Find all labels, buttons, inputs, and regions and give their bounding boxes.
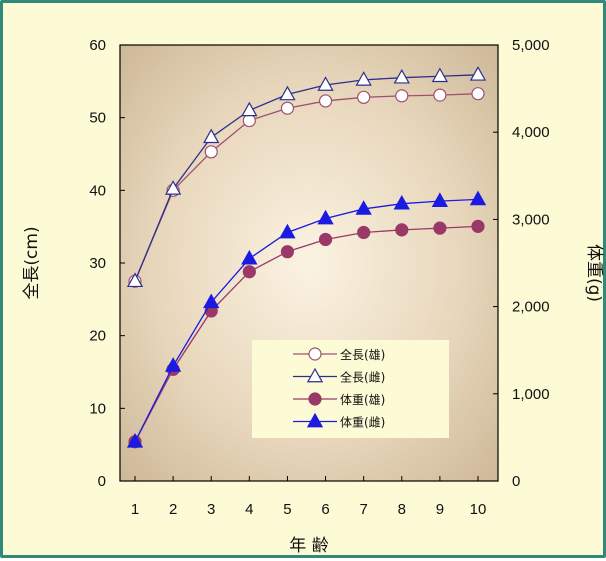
y-left-tick-label: 10: [89, 400, 106, 417]
data-point: [126, 433, 144, 448]
data-point: [471, 219, 485, 233]
y-right-tick-label: 5,000: [512, 37, 550, 54]
data-point: [357, 90, 371, 104]
series-line: [134, 225, 479, 443]
data-point: [164, 180, 182, 195]
data-point: [469, 190, 487, 206]
data-point: [393, 68, 410, 84]
data-point: [355, 200, 372, 215]
legend-label: 体重(雄): [340, 392, 385, 407]
x-axis-title: 年 齢: [289, 536, 328, 556]
y-left-tick-label: 60: [89, 37, 106, 54]
series-line: [134, 198, 479, 443]
series-line: [134, 93, 479, 282]
x-tick-label: 3: [207, 501, 215, 518]
y-right-tick-label: 4,000: [512, 124, 550, 141]
y-left-tick-label: 40: [89, 182, 106, 199]
data-point: [318, 94, 333, 108]
data-point: [395, 223, 409, 237]
data-point: [242, 265, 256, 279]
data-point: [280, 245, 295, 259]
data-point: [279, 85, 296, 101]
data-point: [126, 272, 144, 288]
x-tick-label: 5: [283, 501, 291, 518]
data-point: [433, 221, 447, 235]
data-point: [279, 223, 296, 239]
x-tick-label: 1: [131, 501, 139, 518]
data-point: [204, 145, 218, 159]
data-point: [355, 71, 372, 86]
legend-item: 全長(雌): [293, 367, 385, 385]
x-tick-label: 2: [169, 501, 177, 518]
data-point: [203, 128, 220, 144]
x-tick-label: 6: [321, 501, 329, 518]
legend-label: 全長(雄): [340, 347, 385, 362]
data-point: [469, 66, 487, 81]
x-tick-label: 9: [436, 501, 444, 518]
legend-marker: [308, 347, 322, 361]
legend-label: 体重(雌): [340, 415, 385, 430]
data-point: [393, 194, 410, 210]
legend-background: [252, 340, 449, 438]
legend-item: 全長(雄): [293, 347, 385, 362]
y-axis-left-title: 全長(cm): [22, 226, 42, 299]
series-line: [134, 74, 479, 282]
data-point: [431, 67, 449, 83]
data-point: [242, 113, 256, 128]
x-tick-label: 8: [398, 501, 406, 518]
x-tick-label: 7: [359, 501, 367, 518]
series-2: [126, 66, 487, 288]
data-point: [203, 293, 220, 309]
legend-label: 全長(雌): [340, 370, 385, 385]
series-4: [126, 190, 487, 448]
data-point: [241, 249, 258, 265]
data-point: [317, 76, 334, 91]
legend: 全長(雄) 全長(雌) 体重(雄) 体重(雌): [252, 340, 449, 438]
x-tick-label: 10: [470, 501, 487, 518]
y-left-tick-label: 20: [89, 328, 106, 345]
y-left-tick-label: 50: [89, 110, 106, 127]
y-right-tick-label: 2,000: [512, 299, 550, 316]
data-point: [395, 89, 409, 103]
data-point: [471, 87, 485, 101]
y-right-tick-label: 3,000: [512, 211, 550, 228]
data-point: [280, 101, 295, 115]
line-chart: 0 10 20 30 40 50 60 0 1,000 2,000 3,000 4,000 5,000 1…: [22, 37, 604, 556]
y-right-tick-label: 1,000: [512, 386, 550, 403]
y-right-tick-label: 0: [512, 473, 520, 490]
legend-item: 体重(雌): [293, 412, 385, 430]
data-point: [318, 232, 333, 247]
legend-marker: [306, 412, 324, 428]
y-left-tick-label: 30: [89, 255, 106, 272]
x-tick-label: 4: [245, 501, 253, 518]
data-point: [357, 225, 371, 240]
y-axis-right-title: 体重(g): [584, 244, 604, 302]
y-left-tick-label: 0: [98, 473, 106, 490]
legend-marker: [306, 367, 324, 383]
data-point: [433, 88, 447, 102]
data-point: [164, 357, 182, 372]
data-point: [241, 101, 258, 117]
data-point: [317, 209, 334, 225]
data-point: [431, 192, 449, 207]
legend-item: 体重(雄): [293, 392, 385, 407]
legend-marker: [308, 392, 322, 406]
